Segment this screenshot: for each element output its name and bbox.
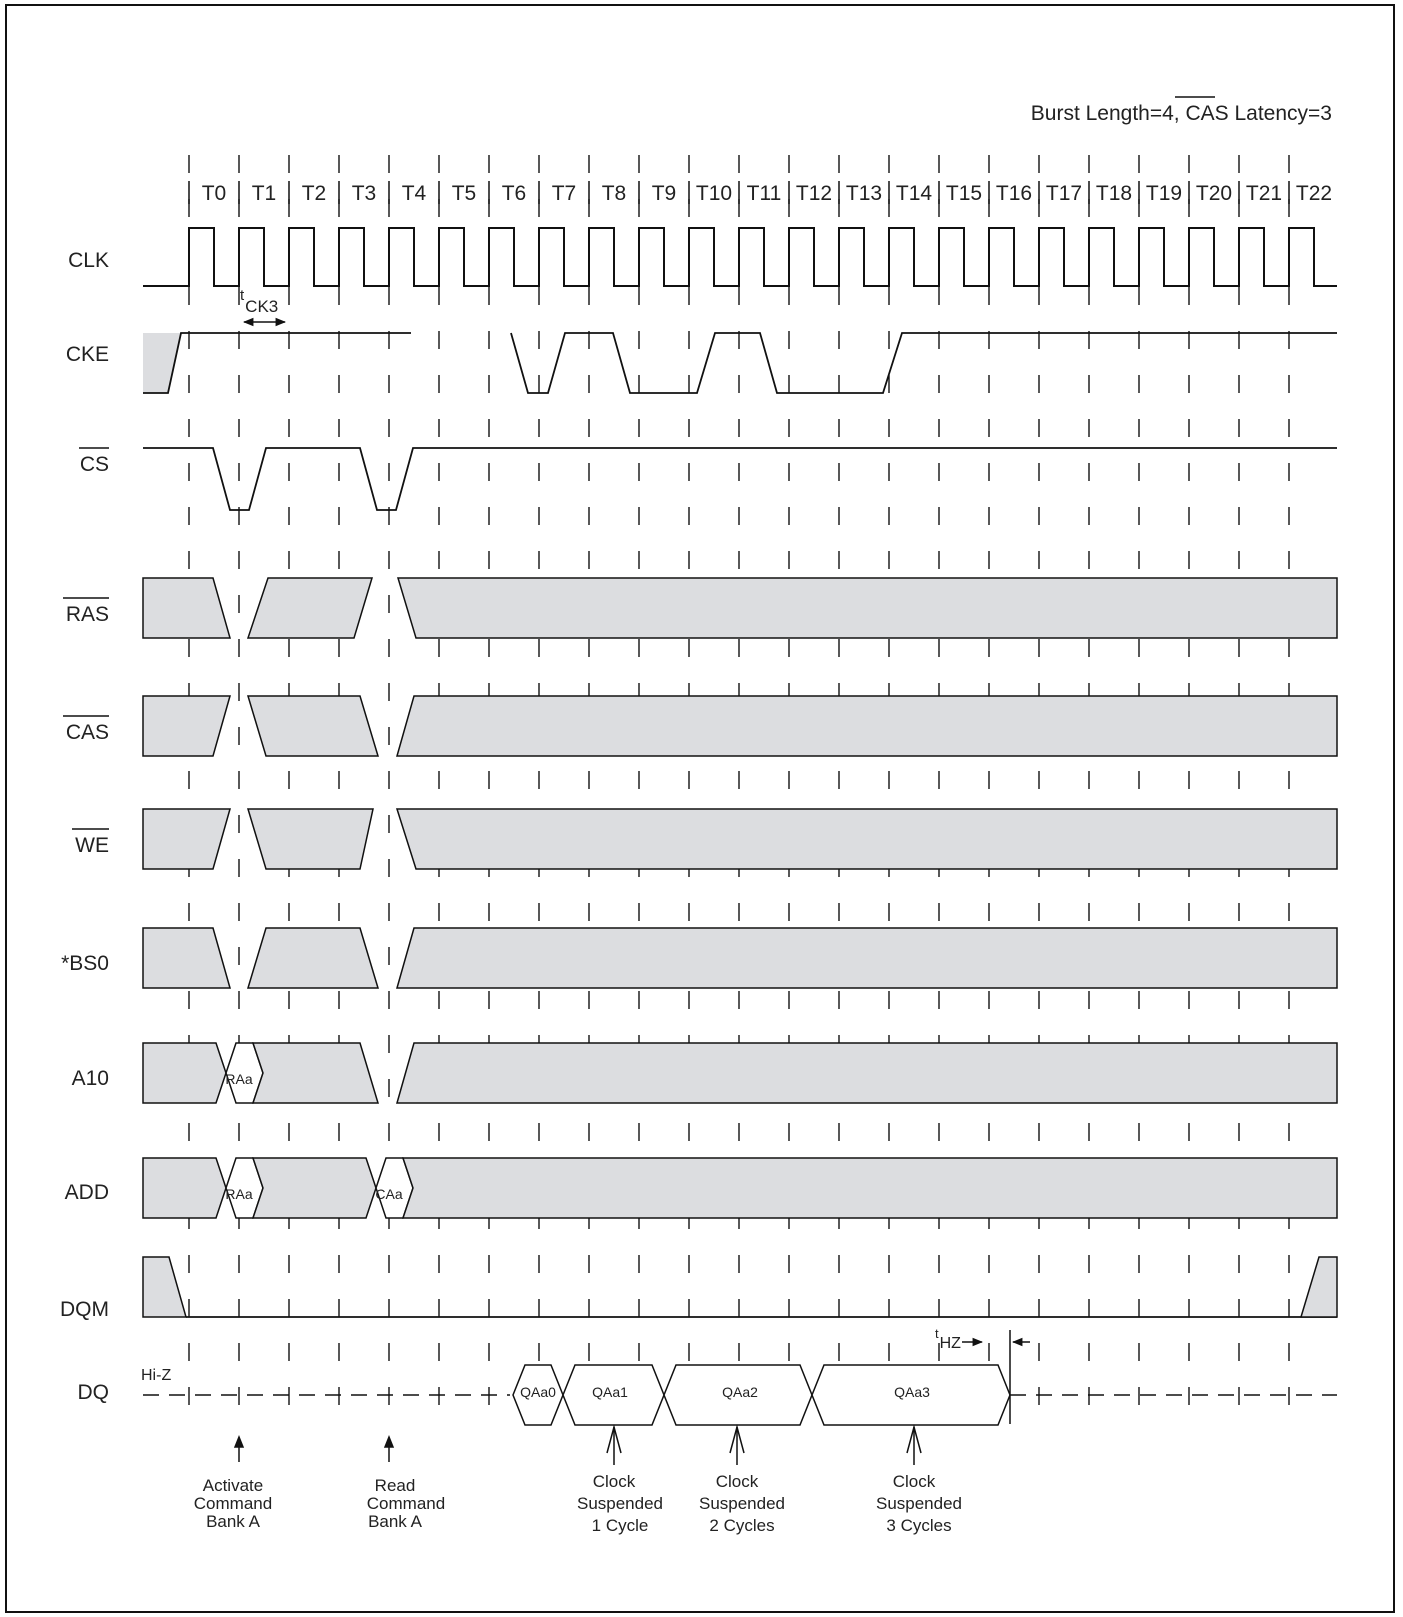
clock-label: T13: [846, 182, 882, 205]
clk-waveform: [143, 227, 1337, 287]
signal-label-bs0: *BS0: [61, 952, 109, 975]
clock-label: T2: [302, 182, 327, 205]
clock-label: T22: [1296, 182, 1332, 205]
svg-text:Suspended: Suspended: [876, 1494, 962, 1513]
clock-label: T16: [996, 182, 1032, 205]
signal-label-a10: A10: [72, 1067, 109, 1090]
annotation-suspend-1: Clock Suspended 1 Cycle: [577, 1472, 663, 1535]
annotation-read-command: Read Command Bank A: [367, 1476, 445, 1531]
clock-label: T18: [1096, 182, 1132, 205]
svg-text:Suspended: Suspended: [577, 1494, 663, 1513]
add-segment: [401, 1157, 1338, 1219]
cke-waveform: [510, 332, 1337, 394]
diagram-header: Burst Length=4, CAS Latency=3: [1031, 102, 1332, 125]
svg-text:Bank A: Bank A: [206, 1512, 261, 1531]
clock-label: T14: [896, 182, 933, 205]
cas-segment: [246, 695, 380, 757]
add-segment: [142, 1157, 227, 1219]
ras-segment: [396, 577, 1338, 639]
annotation-activate-command: Activate Command Bank A: [194, 1476, 272, 1531]
svg-text:2 Cycles: 2 Cycles: [709, 1516, 774, 1535]
ras-segment: [142, 577, 231, 639]
annotation-suspend-2: Clock Suspended 2 Cycles: [699, 1472, 785, 1535]
clock-label: T4: [402, 182, 427, 205]
svg-text:Bank A: Bank A: [368, 1512, 423, 1531]
signal-label-add: ADD: [65, 1181, 109, 1204]
signal-label-ras: RAS: [66, 603, 109, 626]
signal-label-cs: CS: [80, 453, 109, 476]
clock-label: T1: [252, 182, 277, 205]
dqm-end-region: [1299, 1256, 1338, 1318]
clock-label: T21: [1246, 182, 1282, 205]
clock-label: T0: [202, 182, 227, 205]
a10-segment: [251, 1042, 380, 1104]
ras-segment: [246, 577, 374, 639]
bs0-segment: [246, 927, 380, 989]
annotation-arrows: [233, 1424, 922, 1465]
a10-segment: [396, 1042, 1338, 1104]
svg-text:Clock: Clock: [593, 1472, 636, 1491]
clock-label: T12: [796, 182, 832, 205]
dq-qaa1-value: QAa1: [592, 1384, 628, 1400]
clock-label: T6: [502, 182, 527, 205]
signal-label-clk: CLK: [68, 249, 109, 272]
cke-initial-edge: [143, 332, 411, 394]
clock-label: T15: [946, 182, 982, 205]
outer-border: [5, 4, 1395, 1613]
svg-text:Command: Command: [367, 1494, 445, 1513]
clock-label: T17: [1046, 182, 1082, 205]
active-low-overbars: [63, 447, 109, 830]
cas-segment: [396, 695, 1338, 757]
svg-text:Clock: Clock: [893, 1472, 936, 1491]
signal-label-cke: CKE: [66, 343, 109, 366]
clock-label: T7: [552, 182, 577, 205]
a10-raa-value: RAa: [225, 1071, 252, 1087]
bs0-segment: [142, 927, 231, 989]
bs0-segment: [396, 927, 1338, 989]
cas-segment: [142, 695, 231, 757]
dq-qaa0-value: QAa0: [520, 1384, 556, 1400]
signal-label-dqm: DQM: [60, 1298, 109, 1321]
we-segment: [142, 808, 231, 870]
clock-label: T8: [602, 182, 627, 205]
clock-label: T11: [747, 182, 782, 205]
signal-label-we: WE: [75, 834, 109, 857]
svg-text:Read: Read: [375, 1476, 416, 1495]
clock-label: T20: [1196, 182, 1232, 205]
svg-text:Command: Command: [194, 1494, 272, 1513]
clock-label: T9: [652, 182, 677, 205]
svg-text:1 Cycle: 1 Cycle: [592, 1516, 649, 1535]
add-caa-value: CAa: [375, 1186, 402, 1202]
signal-waveforms: [142, 227, 1338, 1426]
clock-label: T5: [452, 182, 477, 205]
clock-cycle-labels: T0 T1 T2 T3 T4 T5 T6 T7 T8 T9 T10 T11 T12 T13 T14 T15 T1…: [188, 181, 1332, 205]
annotation-suspend-3: Clock Suspended 3 Cycles: [876, 1472, 962, 1535]
add-segment: [251, 1157, 377, 1219]
we-segment: [395, 808, 1338, 870]
cke-undefined-region: [143, 333, 181, 393]
signal-label-cas: CAS: [66, 721, 109, 744]
clock-label: T19: [1146, 182, 1182, 205]
clock-edge-gridlines: [188, 155, 1290, 1425]
dqm-start-region: [142, 1256, 187, 1318]
svg-text:3 Cycles: 3 Cycles: [886, 1516, 951, 1535]
dq-qaa2-value: QAa2: [722, 1384, 758, 1400]
dq-qaa3-value: QAa3: [894, 1384, 930, 1400]
tck3-label: tCK3: [240, 287, 278, 316]
cs-waveform: [143, 447, 1337, 511]
svg-text:Clock: Clock: [716, 1472, 759, 1491]
hiz-label: Hi-Z: [141, 1367, 171, 1384]
clock-label: T3: [352, 182, 377, 205]
signal-label-dq: DQ: [78, 1381, 110, 1404]
add-raa-value: RAa: [225, 1186, 252, 1202]
a10-segment: [142, 1042, 227, 1104]
we-segment: [246, 808, 374, 870]
clock-label: T10: [696, 182, 732, 205]
header-cas: CAS: [1185, 102, 1228, 125]
thz-label: tHZ: [935, 1326, 961, 1352]
svg-text:Suspended: Suspended: [699, 1494, 785, 1513]
svg-text:Activate: Activate: [203, 1476, 263, 1495]
